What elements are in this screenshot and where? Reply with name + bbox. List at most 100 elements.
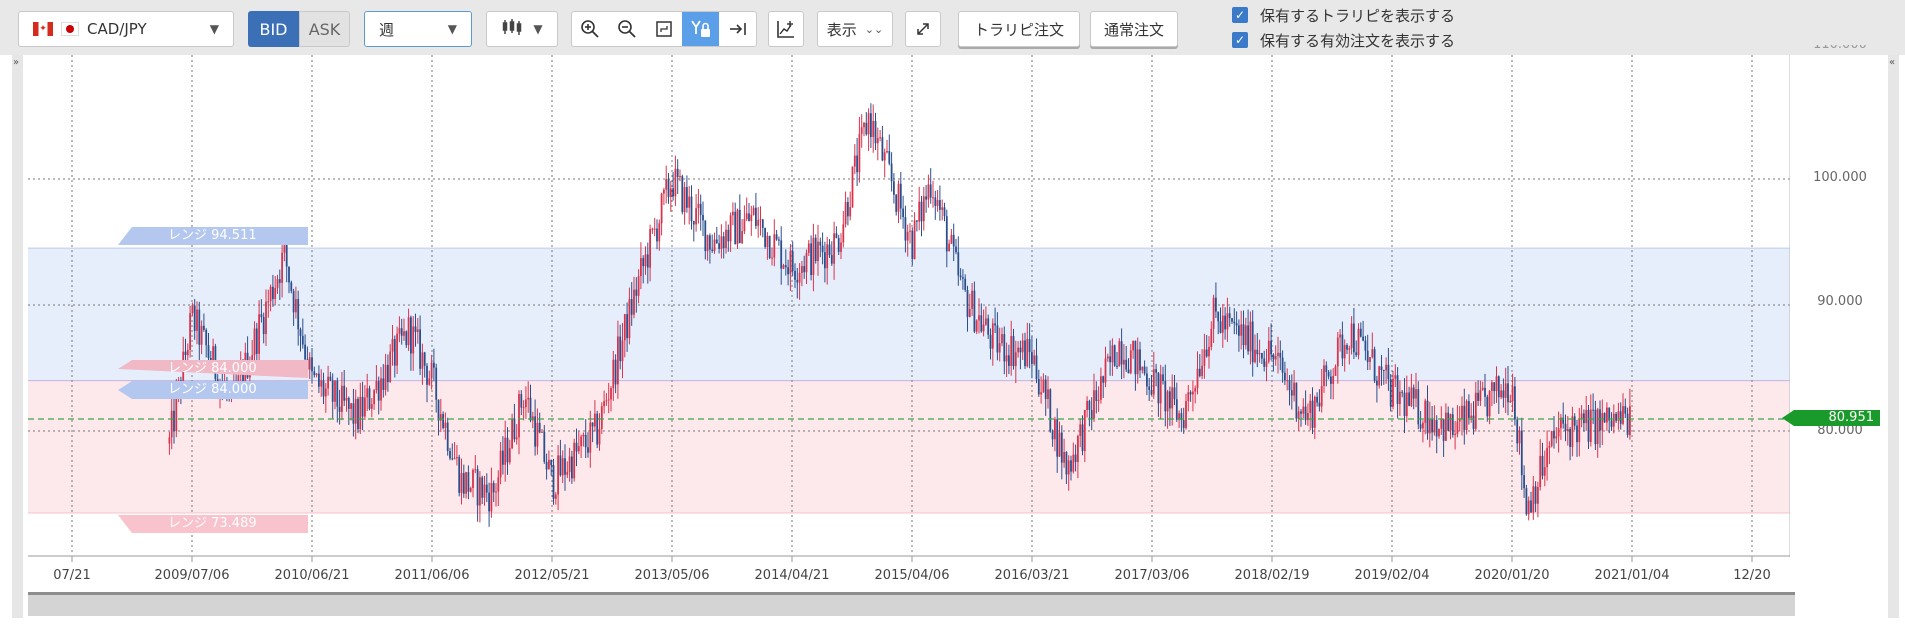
candle-body bbox=[198, 309, 201, 345]
candle-body bbox=[856, 155, 859, 173]
candle-body bbox=[1458, 419, 1461, 422]
candle-body bbox=[258, 314, 261, 354]
fullscreen-icon[interactable] bbox=[905, 11, 941, 47]
range-upper-tag[interactable]: レンジ 94.511 bbox=[118, 227, 308, 245]
bid-button[interactable]: BID bbox=[248, 11, 299, 47]
candle-body bbox=[366, 388, 369, 398]
candle-body bbox=[1180, 413, 1183, 420]
candle-body bbox=[345, 397, 348, 401]
left-panel-toggle[interactable]: » bbox=[12, 55, 23, 618]
jump-to-latest-icon[interactable] bbox=[719, 12, 756, 46]
candle-body bbox=[789, 251, 792, 275]
candle-body bbox=[308, 357, 311, 370]
candle-body bbox=[939, 200, 941, 210]
candle-body bbox=[1185, 401, 1187, 429]
candle-body bbox=[1118, 341, 1121, 367]
candle-body bbox=[688, 196, 691, 208]
candle-body bbox=[1139, 349, 1141, 371]
candle-body bbox=[667, 179, 670, 197]
candle-body bbox=[1127, 369, 1130, 374]
candle-body bbox=[784, 265, 787, 268]
show-trarepi-checkbox[interactable]: ✓ bbox=[1232, 7, 1248, 23]
candle-body bbox=[1012, 336, 1015, 367]
candle-body bbox=[1307, 412, 1309, 421]
fit-view-icon[interactable] bbox=[646, 12, 683, 46]
range-mid-tag-b[interactable]: レンジ 84.000 bbox=[118, 381, 308, 399]
candle-body bbox=[1534, 486, 1537, 504]
candle-body bbox=[1523, 475, 1526, 489]
candle-body bbox=[899, 183, 902, 209]
candle-body bbox=[883, 152, 886, 161]
candle-body bbox=[1081, 424, 1084, 452]
candle-body bbox=[354, 398, 357, 424]
candle-body bbox=[1422, 422, 1424, 429]
candle-body bbox=[1178, 413, 1181, 420]
candle-body bbox=[587, 447, 589, 453]
y-axis-lock-icon[interactable] bbox=[682, 12, 720, 46]
candle-body bbox=[529, 397, 532, 421]
right-panel-toggle[interactable]: « bbox=[1888, 55, 1899, 618]
candle-body bbox=[1348, 348, 1351, 350]
ask-button[interactable]: ASK bbox=[299, 11, 350, 47]
candle-body bbox=[1380, 366, 1383, 370]
candle-body bbox=[734, 211, 737, 245]
candle-body bbox=[768, 235, 771, 258]
candle-body bbox=[331, 380, 334, 402]
currency-pair-select[interactable]: ✦ CAD/JPY ▼ bbox=[18, 11, 234, 47]
candle-body bbox=[1369, 357, 1371, 362]
candle-body bbox=[416, 329, 419, 332]
candle-body bbox=[253, 328, 256, 356]
range-lower-tag[interactable]: レンジ 73.489 bbox=[118, 515, 308, 533]
candle-body bbox=[1341, 334, 1344, 359]
chart-type-select[interactable]: ▼ bbox=[486, 11, 558, 47]
candle-body bbox=[863, 122, 865, 128]
candle-body bbox=[186, 349, 189, 356]
trarepi-order-button[interactable]: トラリピ注文 bbox=[958, 11, 1080, 47]
candle-body bbox=[1212, 297, 1215, 329]
candle-body bbox=[320, 380, 323, 387]
add-indicator-icon[interactable] bbox=[768, 11, 804, 47]
candle-body bbox=[879, 137, 882, 139]
candle-body bbox=[1086, 400, 1089, 411]
candle-body bbox=[1300, 411, 1302, 414]
candle-body bbox=[853, 155, 856, 167]
candle-body bbox=[469, 488, 472, 492]
candle-body bbox=[338, 406, 341, 412]
candle-body bbox=[1527, 500, 1530, 515]
candle-body bbox=[1504, 383, 1507, 398]
candle-body bbox=[513, 418, 516, 440]
y-tick-partial: 110.000 bbox=[1795, 45, 1885, 54]
candle-body bbox=[837, 237, 840, 252]
candle-body bbox=[1497, 376, 1500, 398]
zoom-in-icon[interactable] bbox=[572, 12, 609, 46]
price-chart[interactable] bbox=[28, 55, 1790, 595]
candle-body bbox=[971, 290, 974, 309]
candle-body bbox=[612, 359, 615, 389]
candle-body bbox=[387, 364, 389, 383]
candle-body bbox=[741, 231, 744, 244]
candle-body bbox=[373, 390, 376, 405]
candle-body bbox=[1210, 328, 1213, 347]
candle-body bbox=[985, 318, 987, 325]
normal-order-button[interactable]: 通常注文 bbox=[1090, 11, 1178, 47]
candle-body bbox=[1203, 349, 1206, 366]
candle-body bbox=[1304, 406, 1307, 421]
candle-body bbox=[1095, 390, 1098, 401]
candle-body bbox=[1442, 419, 1445, 441]
candle-body bbox=[398, 328, 401, 334]
candle-body bbox=[1603, 413, 1606, 423]
candle-body bbox=[1484, 387, 1486, 397]
display-label: 表示 bbox=[826, 20, 857, 39]
candle-body bbox=[1198, 368, 1201, 377]
show-orders-checkbox[interactable]: ✓ bbox=[1232, 32, 1248, 48]
zoom-out-icon[interactable] bbox=[609, 12, 646, 46]
candle-body bbox=[1403, 392, 1406, 417]
period-select[interactable]: 週 ▼ bbox=[364, 11, 472, 47]
candle-body bbox=[847, 202, 849, 217]
horizontal-scrollbar[interactable] bbox=[28, 592, 1795, 616]
candle-body bbox=[412, 326, 415, 354]
display-menu-button[interactable]: 表示 ⌄⌄ bbox=[817, 11, 893, 47]
candlestick-icon bbox=[501, 18, 523, 40]
candle-body bbox=[614, 359, 617, 385]
candle-body bbox=[665, 179, 668, 190]
